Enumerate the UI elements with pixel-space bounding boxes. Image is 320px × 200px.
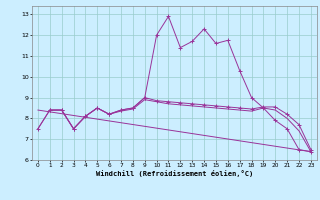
- X-axis label: Windchill (Refroidissement éolien,°C): Windchill (Refroidissement éolien,°C): [96, 170, 253, 177]
